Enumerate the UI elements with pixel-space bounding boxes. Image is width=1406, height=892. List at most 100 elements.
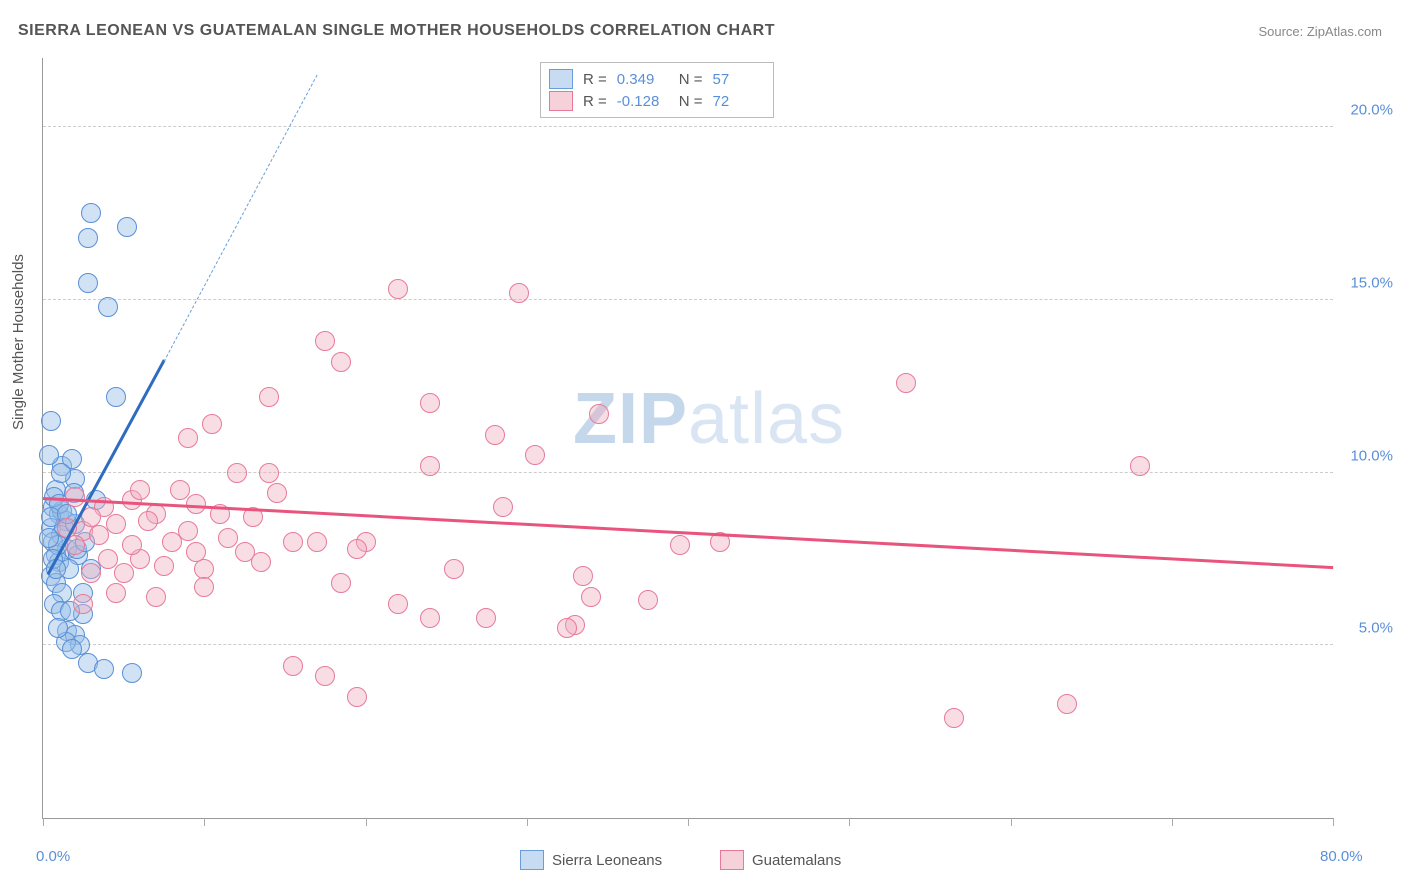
- point-guatemalans: [638, 590, 658, 610]
- point-sierra-leoneans: [106, 387, 126, 407]
- point-guatemalans: [227, 463, 247, 483]
- x-tick: [43, 818, 44, 826]
- gridline-20: [43, 126, 1333, 127]
- point-guatemalans: [114, 563, 134, 583]
- point-guatemalans: [146, 587, 166, 607]
- x-tick: [527, 818, 528, 826]
- point-guatemalans: [444, 559, 464, 579]
- point-sierra-leoneans: [39, 528, 59, 548]
- point-guatemalans: [1130, 456, 1150, 476]
- point-guatemalans: [557, 618, 577, 638]
- point-sierra-leoneans: [98, 297, 118, 317]
- source-label: Source: ZipAtlas.com: [1258, 24, 1382, 39]
- point-guatemalans: [493, 497, 513, 517]
- point-sierra-leoneans: [122, 663, 142, 683]
- point-guatemalans: [331, 573, 351, 593]
- x-tick: [366, 818, 367, 826]
- chart-title: SIERRA LEONEAN VS GUATEMALAN SINGLE MOTH…: [18, 22, 775, 40]
- point-guatemalans: [178, 428, 198, 448]
- y-tick-label-5: 5.0%: [1359, 620, 1393, 637]
- legend-swatch-1: [520, 850, 544, 870]
- point-guatemalans: [186, 494, 206, 514]
- point-sierra-leoneans: [81, 203, 101, 223]
- point-guatemalans: [589, 404, 609, 424]
- y-axis-title: Single Mother Households: [10, 254, 27, 430]
- point-guatemalans: [420, 456, 440, 476]
- point-guatemalans: [581, 587, 601, 607]
- point-guatemalans: [267, 483, 287, 503]
- y-tick-label-20: 20.0%: [1350, 102, 1393, 119]
- n-label-2: N =: [679, 93, 703, 110]
- n-label-1: N =: [679, 71, 703, 88]
- point-guatemalans: [122, 535, 142, 555]
- n-value-1: 57: [713, 71, 765, 88]
- point-guatemalans: [259, 463, 279, 483]
- point-guatemalans: [331, 352, 351, 372]
- stats-swatch-1: [549, 69, 573, 89]
- chart-container: SIERRA LEONEAN VS GUATEMALAN SINGLE MOTH…: [0, 0, 1406, 892]
- point-sierra-leoneans: [62, 639, 82, 659]
- gridline-15: [43, 299, 1333, 300]
- point-guatemalans: [283, 656, 303, 676]
- point-guatemalans: [138, 511, 158, 531]
- point-sierra-leoneans: [78, 273, 98, 293]
- point-sierra-leoneans: [48, 618, 68, 638]
- point-guatemalans: [81, 563, 101, 583]
- x-tick: [204, 818, 205, 826]
- x-label-left: 0.0%: [36, 848, 70, 865]
- point-guatemalans: [65, 487, 85, 507]
- trend-line: [163, 75, 317, 362]
- point-guatemalans: [186, 542, 206, 562]
- point-sierra-leoneans: [94, 659, 114, 679]
- point-guatemalans: [259, 387, 279, 407]
- x-label-right: 80.0%: [1320, 848, 1363, 865]
- r-label-2: R =: [583, 93, 607, 110]
- point-sierra-leoneans: [41, 411, 61, 431]
- x-tick: [849, 818, 850, 826]
- point-guatemalans: [525, 445, 545, 465]
- legend-1: Sierra Leoneans: [520, 850, 662, 870]
- point-guatemalans: [573, 566, 593, 586]
- point-guatemalans: [944, 708, 964, 728]
- legend-2: Guatemalans: [720, 850, 841, 870]
- stats-row-1: R = 0.349 N = 57: [549, 69, 765, 89]
- point-guatemalans: [509, 283, 529, 303]
- point-guatemalans: [106, 583, 126, 603]
- point-guatemalans: [896, 373, 916, 393]
- point-guatemalans: [283, 532, 303, 552]
- point-guatemalans: [194, 577, 214, 597]
- point-guatemalans: [420, 608, 440, 628]
- legend-label-2: Guatemalans: [752, 852, 841, 869]
- point-guatemalans: [178, 521, 198, 541]
- stats-swatch-2: [549, 91, 573, 111]
- x-tick: [1333, 818, 1334, 826]
- stats-box: R = 0.349 N = 57 R = -0.128 N = 72: [540, 62, 774, 118]
- point-guatemalans: [388, 279, 408, 299]
- r-label-1: R =: [583, 71, 607, 88]
- point-guatemalans: [307, 532, 327, 552]
- point-guatemalans: [202, 414, 222, 434]
- watermark: ZIPatlas: [573, 378, 845, 460]
- point-guatemalans: [476, 608, 496, 628]
- point-guatemalans: [315, 666, 335, 686]
- plot-area: ZIPatlas 5.0%10.0%15.0%20.0%: [42, 58, 1333, 819]
- point-guatemalans: [347, 539, 367, 559]
- gridline-5: [43, 644, 1333, 645]
- point-guatemalans: [670, 535, 690, 555]
- point-sierra-leoneans: [51, 463, 71, 483]
- n-value-2: 72: [713, 93, 765, 110]
- r-value-1: 0.349: [617, 71, 669, 88]
- y-tick-label-10: 10.0%: [1350, 447, 1393, 464]
- point-sierra-leoneans: [78, 228, 98, 248]
- watermark-atlas: atlas: [688, 379, 845, 459]
- point-guatemalans: [315, 331, 335, 351]
- point-guatemalans: [154, 556, 174, 576]
- stats-row-2: R = -0.128 N = 72: [549, 91, 765, 111]
- point-guatemalans: [130, 480, 150, 500]
- legend-label-1: Sierra Leoneans: [552, 852, 662, 869]
- point-guatemalans: [73, 594, 93, 614]
- point-guatemalans: [420, 393, 440, 413]
- x-tick: [688, 818, 689, 826]
- r-value-2: -0.128: [617, 93, 669, 110]
- x-tick: [1172, 818, 1173, 826]
